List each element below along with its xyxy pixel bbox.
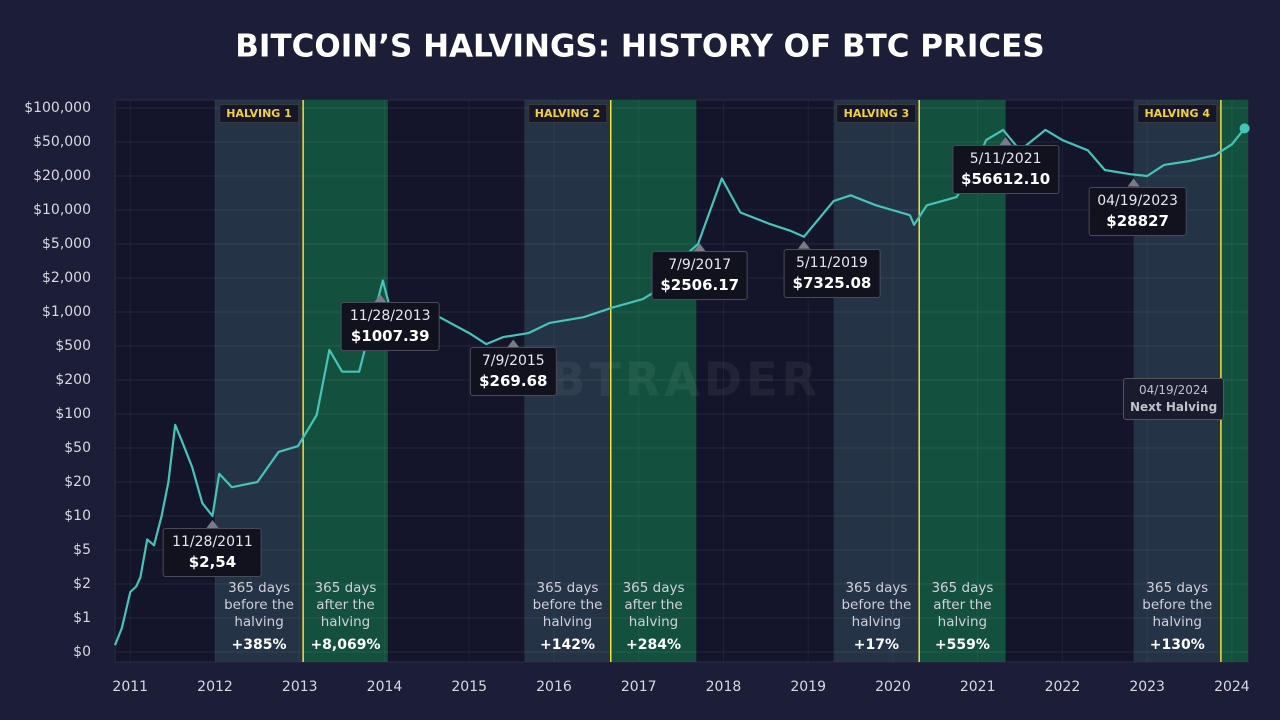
halving-label: HALVING 1 [219, 104, 299, 123]
callout: 11/28/2013 $1007.39 [340, 302, 440, 352]
after-note: 365 days after the halving [931, 580, 994, 630]
x-tick-label: 2014 [367, 679, 403, 695]
halving-label: HALVING 2 [527, 104, 608, 123]
callout-pointer [693, 243, 706, 252]
callout-date: 5/11/2019 [796, 254, 868, 271]
after-change: +559% [934, 637, 990, 653]
callout-pointer [507, 339, 520, 348]
before-note: 365 days before the halving [532, 580, 603, 630]
callout: 5/11/2021 $56612.10 [952, 144, 1060, 194]
after-note: 365 days after the halving [314, 580, 377, 630]
callout: 7/9/2017 $2506.17 [651, 251, 749, 301]
before-note: 365 days before the halving [841, 580, 912, 630]
after-halving-band [303, 100, 388, 662]
callout-date: 11/28/2013 [349, 308, 431, 325]
before-change: +130% [1149, 637, 1205, 653]
after-change: +8,069% [310, 637, 381, 653]
halving-label: HALVING 3 [836, 104, 917, 123]
y-tick-label: $50,000 [33, 134, 91, 150]
price-line [113, 127, 1246, 646]
x-tick-label: 2015 [451, 679, 487, 695]
after-note: 365 days after the halving [622, 580, 685, 630]
y-tick-label: $10 [64, 508, 91, 524]
callout-price: $2506.17 [660, 276, 740, 295]
callout-pointer [206, 520, 219, 528]
callout-pointer [999, 136, 1012, 145]
halving-label: HALVING 4 [1137, 104, 1218, 123]
callout-pointer [1127, 178, 1140, 187]
before-note: 365 days before the halving [224, 580, 294, 630]
y-tick-label: $100,000 [24, 100, 91, 116]
x-tick-label: 2022 [1045, 679, 1081, 695]
x-tick-label: 2011 [112, 679, 148, 695]
before-change: +385% [231, 637, 287, 653]
callout-date: 11/28/2011 [172, 534, 253, 550]
y-tick-label: $1 [73, 610, 91, 626]
callout-pointer [374, 294, 387, 303]
next-halving: 04/19/2024 Next Halving [1123, 378, 1225, 420]
x-tick-label: 2021 [960, 679, 996, 695]
callout-price: $28827 [1106, 211, 1169, 230]
y-tick-label: $2 [73, 576, 91, 592]
y-tick-label: $20,000 [33, 168, 91, 184]
y-tick-label: $200 [55, 372, 91, 388]
callout-date: 7/9/2017 [668, 257, 732, 274]
y-tick-label: $2,000 [42, 270, 91, 286]
x-tick-label: 2017 [621, 679, 657, 695]
y-tick-label: $20 [64, 474, 91, 490]
x-tick-label: 2019 [790, 679, 826, 695]
x-tick-label: 2018 [706, 679, 742, 695]
after-halving-band [610, 100, 697, 662]
x-tick-label: 2016 [536, 679, 572, 695]
x-tick-label: 2012 [197, 679, 233, 695]
callout-date: 5/11/2021 [969, 150, 1042, 167]
next-halving-date: 04/19/2024 [1139, 383, 1209, 397]
y-tick-label: $0 [73, 644, 91, 660]
callout-price: $7325.08 [792, 273, 872, 292]
before-change: +17% [853, 637, 900, 653]
x-tick-label: 2023 [1129, 679, 1165, 695]
y-tick-label: $5,000 [42, 236, 91, 252]
callout-pointer [797, 240, 810, 249]
y-tick-label: $1,000 [42, 304, 91, 320]
callout-price: $1007.39 [350, 327, 430, 346]
before-halving-band [214, 100, 304, 662]
y-tick-label: $5 [73, 542, 91, 558]
callout: 5/11/2019 $7325.08 [783, 248, 881, 298]
after-change: +284% [626, 637, 682, 653]
x-tick-label: 2013 [282, 679, 318, 695]
callout: 04/19/2023 $28827 [1088, 186, 1187, 236]
callout-price: $269.68 [479, 372, 548, 391]
y-tick-label: $50 [64, 440, 91, 456]
callout: 7/9/2015 $269.68 [470, 347, 557, 397]
x-tick-label: 2024 [1214, 679, 1250, 695]
y-tick-label: $100 [55, 406, 91, 422]
x-tick-label: 2020 [875, 679, 911, 695]
y-tick-label: $500 [55, 338, 91, 354]
y-tick-label: $10,000 [33, 202, 91, 218]
callout-price: $2,54 [188, 553, 237, 571]
next-halving-label: Next Halving [1130, 400, 1218, 414]
before-halving-band [833, 100, 920, 662]
after-halving-band [1220, 100, 1248, 662]
callout: 11/28/2011 $2,54 [163, 528, 262, 577]
before-note: 365 days before the halving [1142, 580, 1213, 630]
callout-price: $56612.10 [961, 169, 1051, 188]
last-price-dot [1239, 123, 1250, 134]
chart-title: BITCOIN’S HALVINGS: HISTORY OF BTC PRICE… [235, 29, 1044, 65]
callout-date: 7/9/2015 [481, 353, 545, 370]
callout-date: 04/19/2023 [1097, 192, 1178, 209]
before-change: +142% [540, 637, 595, 653]
